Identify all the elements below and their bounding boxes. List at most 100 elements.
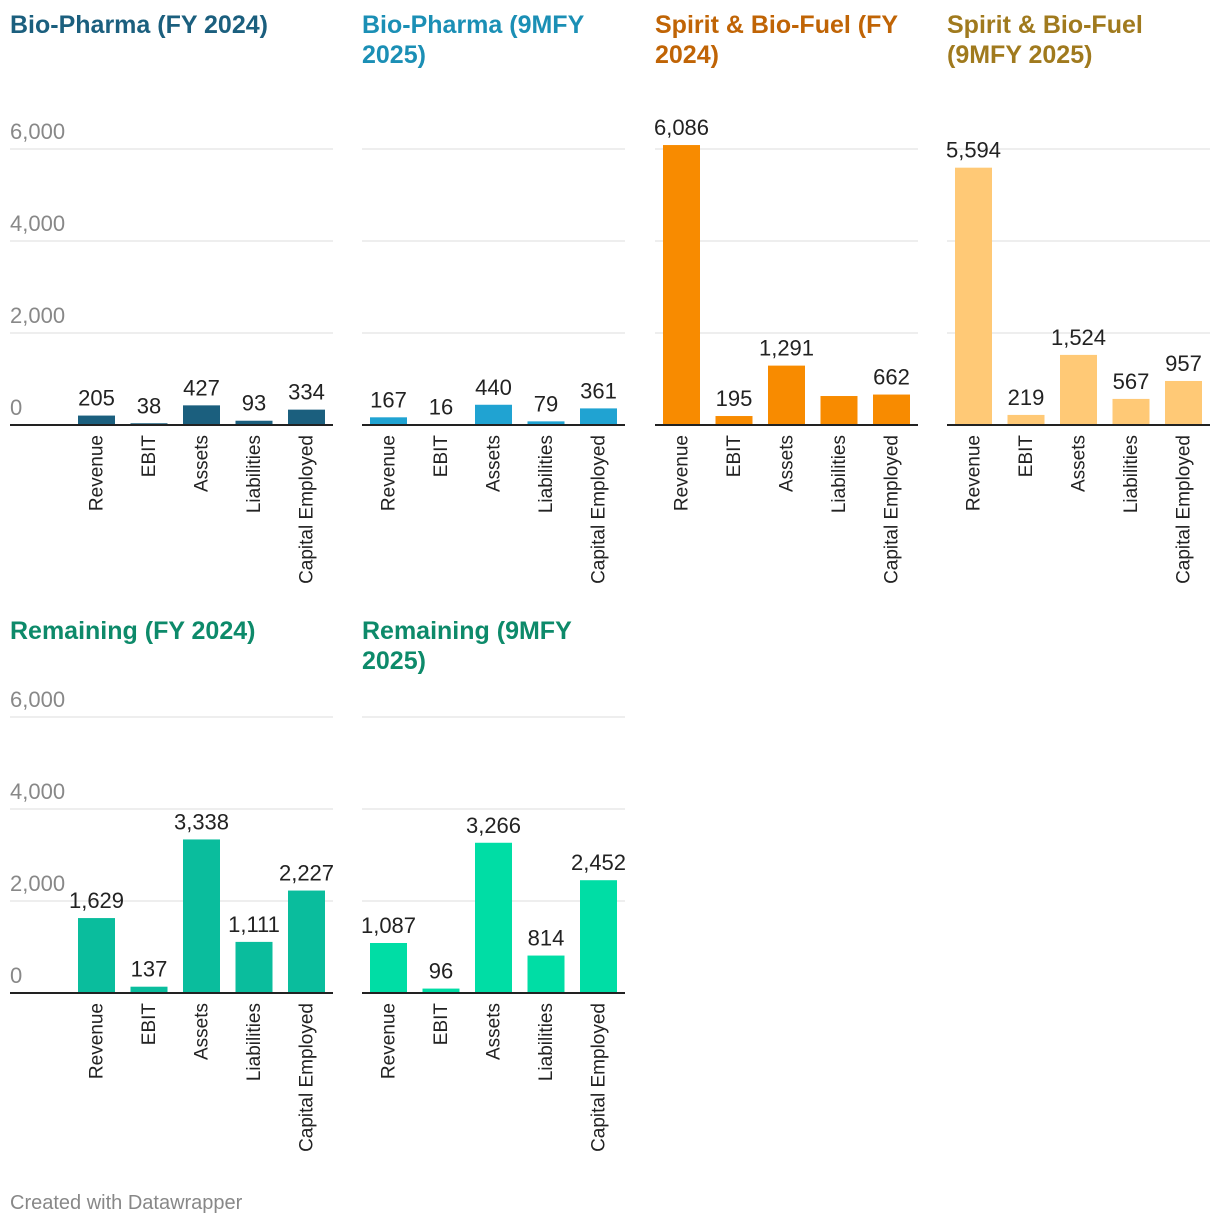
y-tick-label: 2,000 [10, 871, 65, 896]
value-label: 137 [131, 957, 168, 982]
y-tick-label: 6,000 [10, 119, 65, 144]
bar-liabilities [1112, 398, 1150, 425]
value-label: 1,111 [228, 912, 280, 937]
bar-liabilities [527, 955, 565, 993]
bar-assets [475, 842, 512, 993]
value-label: 361 [580, 378, 617, 403]
category-label: Revenue [964, 435, 985, 511]
panel-title: Spirit & Bio-Fuel (9MFY 2025) [947, 11, 1143, 69]
category-label: Liabilities [536, 435, 557, 513]
panel-title: Bio-Pharma (9MFY 2025) [362, 11, 584, 69]
bar-ebit [715, 416, 753, 425]
category-label: Assets [484, 435, 505, 492]
bar-ebit [1007, 414, 1045, 425]
value-label: 1,524 [1051, 325, 1106, 350]
category-label: Revenue [87, 435, 108, 511]
bar-capital-employed [873, 394, 910, 425]
panel-title: Remaining (FY 2024) [10, 617, 256, 645]
value-label: 2,227 [279, 861, 334, 886]
category-label: Revenue [379, 1003, 400, 1079]
category-label: EBIT [139, 1003, 160, 1046]
panel-title: Spirit & Bio-Fuel (FY 2024) [655, 11, 898, 69]
panel-remaining-9mfy2025: Remaining (9MFY 2025) 1,087 Revenue 96 EBIT… [361, 616, 627, 1176]
y-tick-label: 2,000 [10, 303, 65, 328]
category-label: Liabilities [244, 1003, 265, 1081]
value-label: 3,266 [466, 813, 521, 838]
category-label: Assets [1069, 435, 1090, 492]
value-label: 440 [475, 375, 512, 400]
category-label: Liabilities [536, 1003, 557, 1081]
value-label: 567 [1113, 369, 1150, 394]
bar-capital-employed [580, 880, 617, 993]
value-label: 219 [1008, 385, 1045, 410]
category-label: Liabilities [244, 435, 265, 513]
value-label: 334 [288, 380, 325, 405]
value-label: 205 [78, 386, 115, 411]
category-label: Capital Employed [589, 1003, 610, 1152]
value-label: 662 [873, 365, 910, 390]
footer-credit: Created with Datawrapper [10, 1192, 243, 1214]
value-label: 1,087 [361, 913, 416, 938]
bar-revenue [78, 918, 115, 993]
bar-chart: 1,087 Revenue 96 EBIT 3,266 Assets 814 Liabilit… [361, 716, 626, 1152]
y-tick-label: 4,000 [10, 779, 65, 804]
bar-assets [183, 839, 220, 993]
category-label: Liabilities [829, 435, 850, 513]
category-label: Capital Employed [297, 1003, 318, 1152]
value-label: 79 [534, 391, 558, 416]
y-tick-label: 0 [10, 395, 22, 420]
value-label: 38 [137, 393, 161, 418]
bar-ebit [422, 988, 460, 993]
value-label: 957 [1165, 351, 1202, 376]
bar-revenue [955, 167, 992, 425]
category-label: Assets [192, 435, 213, 492]
bar-chart: 5,594 Revenue 219 EBIT 1,524 Assets 567 Liabili… [946, 138, 1210, 584]
category-label: Liabilities [1121, 435, 1142, 513]
bar-assets [1060, 354, 1097, 425]
value-label: 6,086 [654, 115, 709, 140]
value-label: 1,629 [69, 888, 124, 913]
y-tick-label: 4,000 [10, 211, 65, 236]
value-label: 814 [528, 926, 565, 951]
category-label: Revenue [87, 1003, 108, 1079]
category-label: EBIT [1016, 435, 1037, 478]
bar-liabilities [235, 941, 273, 993]
bar-capital-employed [288, 409, 325, 425]
bar-capital-employed [288, 890, 325, 993]
category-label: Assets [777, 435, 798, 492]
panel-bio-pharma-fy2024: Bio-Pharma (FY 2024) 0 2,000 4,000 6,000 205… [10, 10, 335, 600]
bar-revenue [370, 942, 407, 993]
bar-revenue [370, 417, 407, 425]
value-label: 5,594 [946, 138, 1001, 163]
bar-ebit [130, 986, 168, 993]
category-label: Assets [192, 1003, 213, 1060]
category-label: Revenue [379, 435, 400, 511]
bar-capital-employed [580, 408, 617, 425]
panel-spirit-biofuel-9mfy2025: Spirit & Bio-Fuel (9MFY 2025) 5,594 Reven… [946, 10, 1212, 600]
y-tick-label: 6,000 [10, 687, 65, 712]
value-label: 2,452 [571, 850, 626, 875]
bar-chart: 167 Revenue 16 EBIT 440 Assets 79 Liabilities 36… [362, 148, 625, 584]
bar-revenue [78, 415, 115, 425]
value-label: 16 [429, 394, 453, 419]
bar-revenue [663, 145, 700, 425]
bar-liabilities [527, 421, 565, 425]
bar-assets [475, 404, 512, 425]
bar-chart: 6,086 Revenue 195 EBIT 1,291 Assets Liabilitie… [654, 115, 918, 584]
category-label: Capital Employed [882, 435, 903, 584]
category-label: EBIT [724, 435, 745, 478]
bar-chart: 0 2,000 4,000 6,000 1,629 Revenue 137 EBIT 3,338… [10, 687, 334, 1152]
category-label: EBIT [431, 435, 452, 478]
category-label: Revenue [672, 435, 693, 511]
value-label: 195 [716, 386, 753, 411]
category-label: Capital Employed [297, 435, 318, 584]
panel-remaining-fy2024: Remaining (FY 2024) 0 2,000 4,000 6,000 1,62… [10, 616, 335, 1176]
value-label: 96 [429, 959, 453, 984]
category-label: EBIT [139, 435, 160, 478]
panel-bio-pharma-9mfy2025: Bio-Pharma (9MFY 2025) 167 Revenue 16 EBIT 4… [362, 10, 627, 600]
bar-assets [768, 365, 805, 425]
bar-chart: 0 2,000 4,000 6,000 205 Revenue 38 EBIT 427 Asset… [10, 119, 333, 584]
value-label: 1,291 [759, 336, 814, 361]
bar-capital-employed [1165, 380, 1202, 425]
category-label: EBIT [431, 1003, 452, 1046]
